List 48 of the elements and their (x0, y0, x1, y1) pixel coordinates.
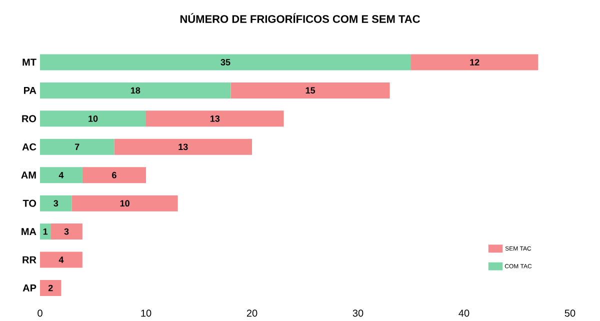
data-label: 2 (48, 284, 53, 292)
y-tick-label: MA (22, 228, 36, 235)
y-tick-label: RO (22, 115, 36, 122)
data-label: 13 (178, 144, 188, 150)
data-label: 7 (75, 144, 80, 150)
bar (72, 195, 178, 212)
bar (230, 82, 390, 98)
bar (40, 195, 72, 212)
y-tick-label: RR (22, 256, 36, 264)
data-label: 35 (220, 59, 230, 66)
bar (50, 224, 82, 240)
x-tick-label: 0 (38, 310, 42, 317)
data-label: 10 (88, 115, 98, 122)
bar (40, 224, 51, 240)
data-label: 3 (64, 228, 69, 235)
chart-title: NÚMERO DE FRIGORÍFICOS COM E SEM TAC (180, 13, 420, 23)
bar (40, 252, 82, 268)
data-label: 1 (43, 228, 48, 235)
y-tick-label: TO (22, 200, 36, 207)
bar (40, 54, 411, 70)
data-label: 3 (54, 200, 58, 207)
data-label: 6 (112, 172, 116, 178)
data-label: 12 (470, 59, 480, 66)
x-tick-label: 40 (458, 310, 470, 317)
y-tick-label: AC (22, 143, 36, 150)
bar (40, 82, 231, 98)
x-tick-label: 30 (352, 310, 364, 317)
data-label: 10 (120, 200, 130, 207)
y-tick-label: AP (22, 284, 36, 292)
x-tick-label: 20 (246, 310, 258, 317)
bar (146, 110, 284, 127)
bar (40, 110, 146, 127)
data-label: 18 (130, 87, 140, 94)
bar (40, 167, 82, 184)
x-tick-label: 50 (564, 310, 576, 317)
bar (114, 138, 252, 155)
bar (40, 138, 114, 155)
y-tick-label: MT (22, 58, 36, 66)
bar (411, 54, 538, 70)
bar (40, 280, 62, 296)
data-label: 15 (306, 87, 316, 94)
data-label: 4 (58, 256, 64, 263)
data-label: 13 (210, 115, 220, 122)
data-label: 4 (58, 172, 64, 178)
x-tick-label: 10 (141, 310, 152, 317)
y-tick-label: AM (21, 172, 36, 179)
y-tick-label: PA (24, 87, 36, 94)
bar (82, 167, 146, 184)
